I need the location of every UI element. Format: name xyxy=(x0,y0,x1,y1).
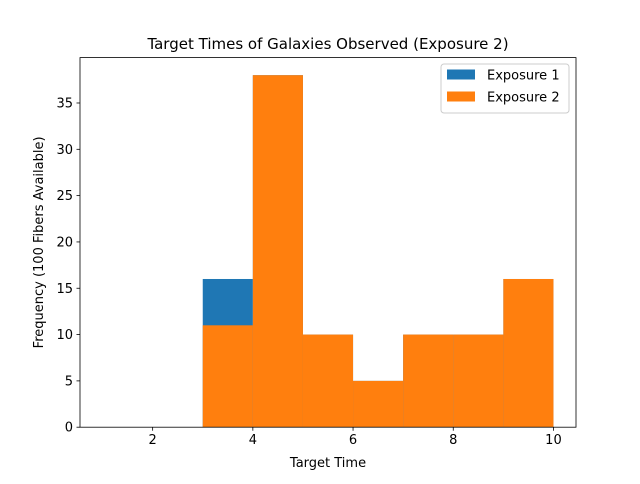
y-axis-label: Frequency (100 Fibers Available) xyxy=(32,136,47,348)
x-axis-ticks: 2 4 6 8 10 xyxy=(149,427,562,448)
bar-series-2-bin-6 xyxy=(453,334,504,428)
bar-series-2-bin-4 xyxy=(353,380,404,428)
y-tick-label: 25 xyxy=(56,189,73,204)
x-tick-label: 6 xyxy=(349,433,357,448)
bar-series-2-bin-1 xyxy=(202,325,253,428)
x-tick-label: 8 xyxy=(449,433,457,448)
x-axis-label: Target Time xyxy=(289,456,366,471)
bar-series-2-bin-2 xyxy=(252,75,303,428)
x-tick-label: 2 xyxy=(149,433,157,448)
chart-title: Target Times of Galaxies Observed (Expos… xyxy=(146,35,508,53)
y-tick-label: 30 xyxy=(56,143,73,158)
bar-series-2-bin-3 xyxy=(302,334,354,428)
legend-label-exposure-2: Exposure 2 xyxy=(487,91,560,106)
y-tick-label: 5 xyxy=(65,374,73,389)
x-tick-label: 4 xyxy=(249,433,257,448)
legend-swatch-exposure-2 xyxy=(447,91,475,102)
legend-swatch-exposure-1 xyxy=(447,69,475,80)
y-axis-ticks: 0 5 10 15 20 25 30 35 xyxy=(56,96,80,436)
y-tick-label: 15 xyxy=(56,282,73,297)
y-tick-label: 35 xyxy=(56,96,73,111)
y-tick-label: 20 xyxy=(56,235,73,250)
axes-frame xyxy=(79,57,577,428)
y-tick-label: 10 xyxy=(56,328,73,343)
legend: Exposure 1 Exposure 2 xyxy=(440,63,570,114)
bar-series-2-bin-5 xyxy=(403,334,454,428)
bar-series-2-bin-7 xyxy=(503,278,554,428)
x-tick-label: 10 xyxy=(545,433,562,448)
legend-label-exposure-1: Exposure 1 xyxy=(487,69,560,84)
y-tick-label: 0 xyxy=(65,421,73,436)
bars-group xyxy=(202,75,554,428)
